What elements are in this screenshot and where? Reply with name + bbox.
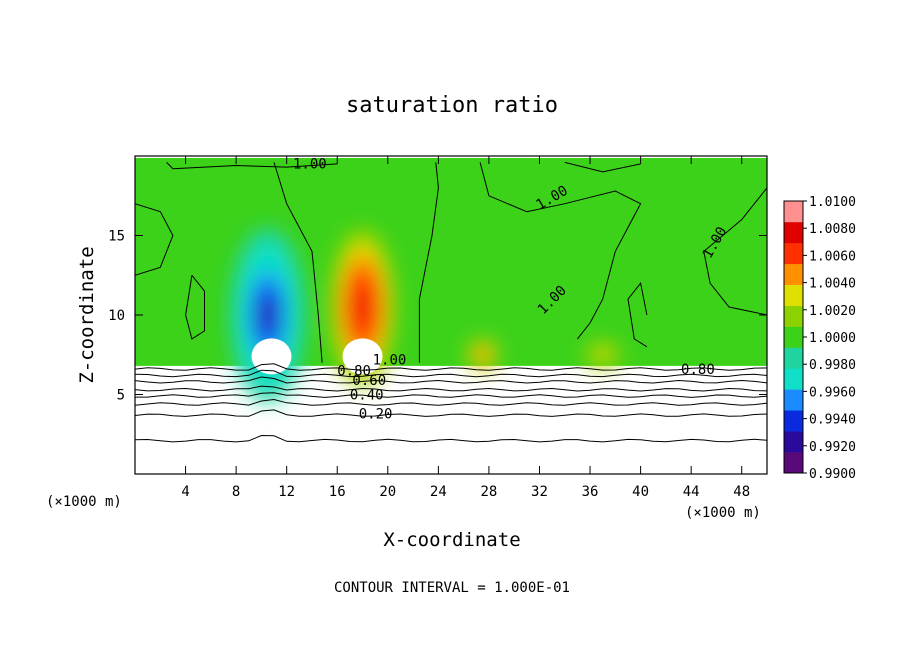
colorbar: 1.0100 1.0080 1.0060 1.0040 1.0020 1.0000 0.99… — [783, 195, 856, 482]
field-anomaly-3-level-5 — [599, 352, 606, 357]
contour-line-lower-7 — [135, 434, 767, 443]
colorbar-segment-10 — [784, 242, 803, 265]
field-anomaly-1-level-5 — [357, 293, 368, 321]
contour-label-9: 0.80 — [681, 362, 715, 378]
z-unit-label: (×1000 m) — [46, 494, 122, 510]
x-unit-label: (×1000 m) — [685, 505, 761, 521]
saturation-field — [135, 158, 767, 403]
contour-line-lower-3 — [135, 385, 767, 392]
x-tick-label-24: 24 — [430, 484, 447, 500]
colorbar-segment-4 — [784, 368, 803, 390]
contour-line-1 — [273, 162, 323, 363]
plot-area — [135, 156, 767, 474]
x-tick-label-36: 36 — [582, 484, 599, 500]
x-tick-label-20: 20 — [379, 484, 396, 500]
x-axis-label: X-coordinate — [383, 529, 520, 551]
contour-label-7: 0.40 — [350, 387, 384, 403]
contour-line-lower-5 — [135, 398, 767, 406]
contour-line-lower-1 — [135, 369, 767, 378]
colorbar-segment-11 — [784, 221, 803, 244]
field-anomaly-2-level-5 — [480, 352, 486, 358]
colorbar-segment-8 — [784, 284, 803, 306]
colorbar-label-5: 1.0000 — [809, 331, 856, 346]
y-tick-label-15: 15 — [108, 229, 125, 245]
contour-line-lower-2 — [135, 376, 767, 384]
contour-label-4: 1.00 — [373, 352, 407, 368]
colorbar-segment-1 — [784, 431, 803, 453]
field-anomaly-0-level-5 — [261, 300, 275, 330]
colorbar-segment-5 — [784, 347, 803, 369]
contour-label-5: 0.80 — [337, 363, 371, 379]
field-core-1 — [342, 338, 383, 375]
contour-label-8: 0.20 — [359, 406, 393, 422]
x-tick-label-28: 28 — [480, 484, 497, 500]
y-tick-label-5: 5 — [117, 388, 125, 404]
colorbar-label-1: 1.0080 — [809, 222, 856, 237]
colorbar-segment-12 — [784, 201, 803, 223]
colorbar-label-0: 1.0100 — [809, 195, 856, 210]
field-background — [135, 158, 767, 366]
colorbar-label-3: 1.0040 — [809, 277, 856, 292]
colorbar-label-2: 1.0060 — [809, 249, 856, 264]
colorbar-segment-7 — [784, 305, 803, 327]
contour-line-3 — [479, 162, 642, 340]
colorbar-label-9: 0.9920 — [809, 440, 856, 455]
y-axis-ticks: 5 10 15 — [108, 229, 767, 404]
contour-line-4 — [703, 187, 767, 316]
contour-interval-note: CONTOUR INTERVAL = 1.000E-01 — [334, 580, 570, 596]
colorbar-segment-2 — [784, 410, 803, 432]
x-tick-label-44: 44 — [683, 484, 700, 500]
contour-line-6 — [185, 274, 205, 340]
x-tick-label-16: 16 — [329, 484, 346, 500]
colorbar-segment-6 — [784, 326, 803, 348]
colorbar-segment-9 — [784, 263, 803, 285]
x-tick-label-12: 12 — [278, 484, 295, 500]
x-tick-label-4: 4 — [181, 484, 189, 500]
contour-line-lower-0 — [135, 363, 767, 371]
contour-label-6: 0.60 — [352, 373, 386, 389]
x-tick-label-8: 8 — [232, 484, 240, 500]
contour-line-lower-6 — [135, 409, 767, 417]
x-tick-label-40: 40 — [632, 484, 649, 500]
y-tick-label-10: 10 — [108, 308, 125, 324]
colorbar-label-10: 0.9900 — [809, 467, 856, 482]
contour-line-lower-4 — [135, 392, 767, 398]
x-tick-label-32: 32 — [531, 484, 548, 500]
x-tick-label-48: 48 — [733, 484, 750, 500]
contour-line-top-2 — [564, 161, 641, 173]
chart-title: saturation ratio — [346, 93, 558, 118]
colorbar-segment-3 — [784, 389, 803, 411]
contour-lines — [135, 161, 767, 443]
y-axis-label: Z-coordinate — [76, 246, 98, 383]
contour-line-2 — [418, 162, 439, 363]
x-axis-ticks: 4 8 12 16 20 24 28 32 36 40 44 48 — [181, 156, 750, 500]
contour-label-0: 1.00 — [293, 157, 327, 173]
colorbar-label-4: 1.0020 — [809, 304, 856, 319]
field-core-0 — [251, 338, 292, 375]
contour-line-top-1 — [166, 162, 338, 170]
colorbar-label-8: 0.9940 — [809, 413, 856, 428]
colorbar-segment-0 — [784, 452, 803, 474]
contour-line-5 — [135, 203, 174, 276]
contour-line-7 — [627, 282, 648, 348]
colorbar-label-6: 0.9980 — [809, 358, 856, 373]
colorbar-label-7: 0.9960 — [809, 385, 856, 400]
